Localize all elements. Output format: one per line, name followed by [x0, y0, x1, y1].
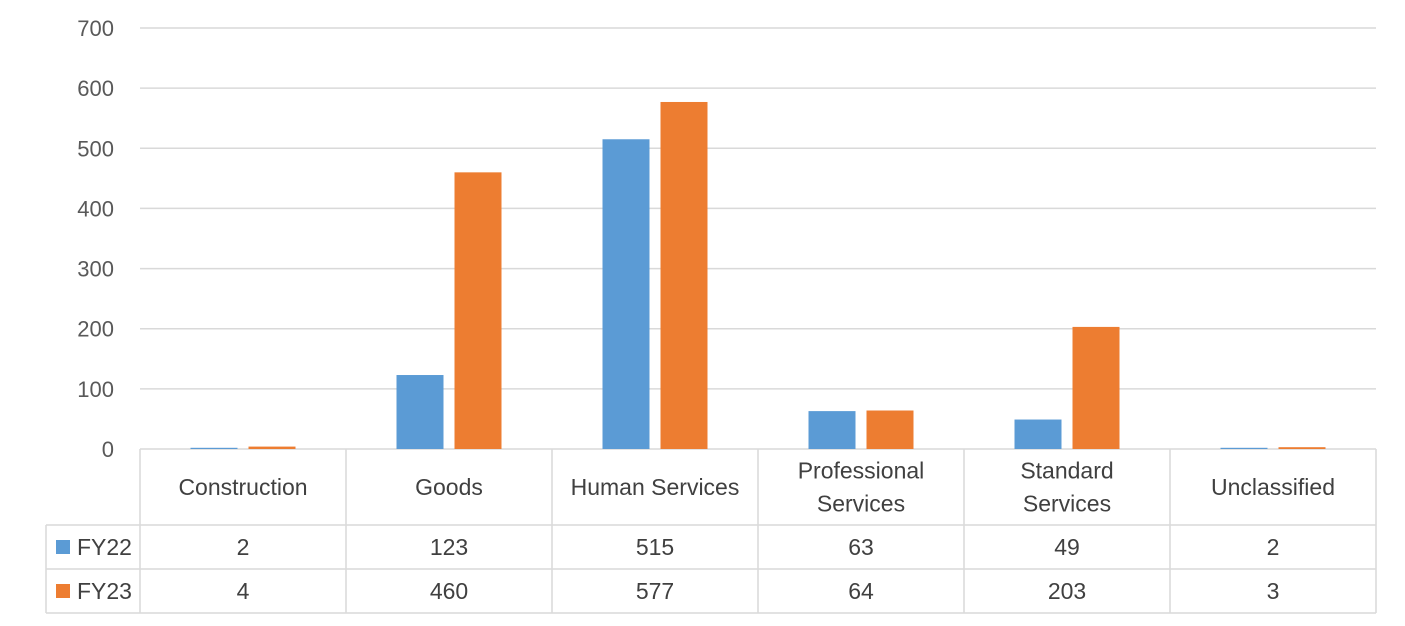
- category-label: Professional: [798, 458, 925, 484]
- series-label: FY22: [77, 534, 132, 560]
- y-tick-label: 300: [77, 257, 114, 282]
- bar-fy22-0: [190, 447, 238, 449]
- category-label: Unclassified: [1211, 474, 1335, 500]
- data-value: 515: [636, 534, 674, 560]
- bar-fy22-3: [808, 411, 856, 449]
- data-value: 123: [430, 534, 468, 560]
- data-value: 577: [636, 578, 674, 604]
- category-label: Services: [817, 491, 905, 517]
- data-value: 203: [1048, 578, 1086, 604]
- data-table: Construction Goods Human Services Professio…: [45, 449, 1377, 614]
- bar-fy22-5: [1220, 447, 1268, 449]
- data-value: 4: [237, 578, 250, 604]
- data-value: 64: [848, 578, 874, 604]
- bar-fy23-3: [866, 410, 914, 449]
- bars: [190, 101, 1326, 450]
- y-tick-label: 400: [77, 196, 114, 221]
- y-tick-label: 100: [77, 377, 114, 402]
- data-value: 460: [430, 578, 468, 604]
- bar-fy23-0: [248, 446, 296, 449]
- category-label: Construction: [178, 474, 307, 500]
- y-tick-label: 0: [102, 437, 114, 462]
- series-label: FY23: [77, 578, 132, 604]
- data-value: 2: [237, 534, 250, 560]
- bar-fy22-4: [1014, 419, 1062, 449]
- category-label: Human Services: [571, 474, 740, 500]
- y-tick-label: 600: [77, 76, 114, 101]
- y-axis-ticks: 0 100 200 300 400 500 600 700: [77, 16, 114, 462]
- data-value: 2: [1267, 534, 1280, 560]
- legend-key-fy22: [56, 540, 70, 554]
- data-value: 63: [848, 534, 874, 560]
- bar-fy22-2: [602, 139, 650, 449]
- data-value: 49: [1054, 534, 1080, 560]
- bar-fy23-5: [1278, 447, 1326, 449]
- bar-fy22-1: [396, 375, 444, 449]
- gridlines: [140, 27, 1376, 450]
- legend-key-fy23: [56, 584, 70, 598]
- y-tick-label: 700: [77, 16, 114, 41]
- category-label: Services: [1023, 491, 1111, 517]
- bar-fy23-1: [454, 172, 502, 450]
- data-value: 3: [1267, 578, 1280, 604]
- y-tick-label: 200: [77, 317, 114, 342]
- category-label: Standard: [1020, 458, 1113, 484]
- category-label: Goods: [415, 474, 483, 500]
- y-tick-label: 500: [77, 136, 114, 161]
- bar-fy23-4: [1072, 326, 1120, 449]
- bar-fy23-2: [660, 101, 708, 450]
